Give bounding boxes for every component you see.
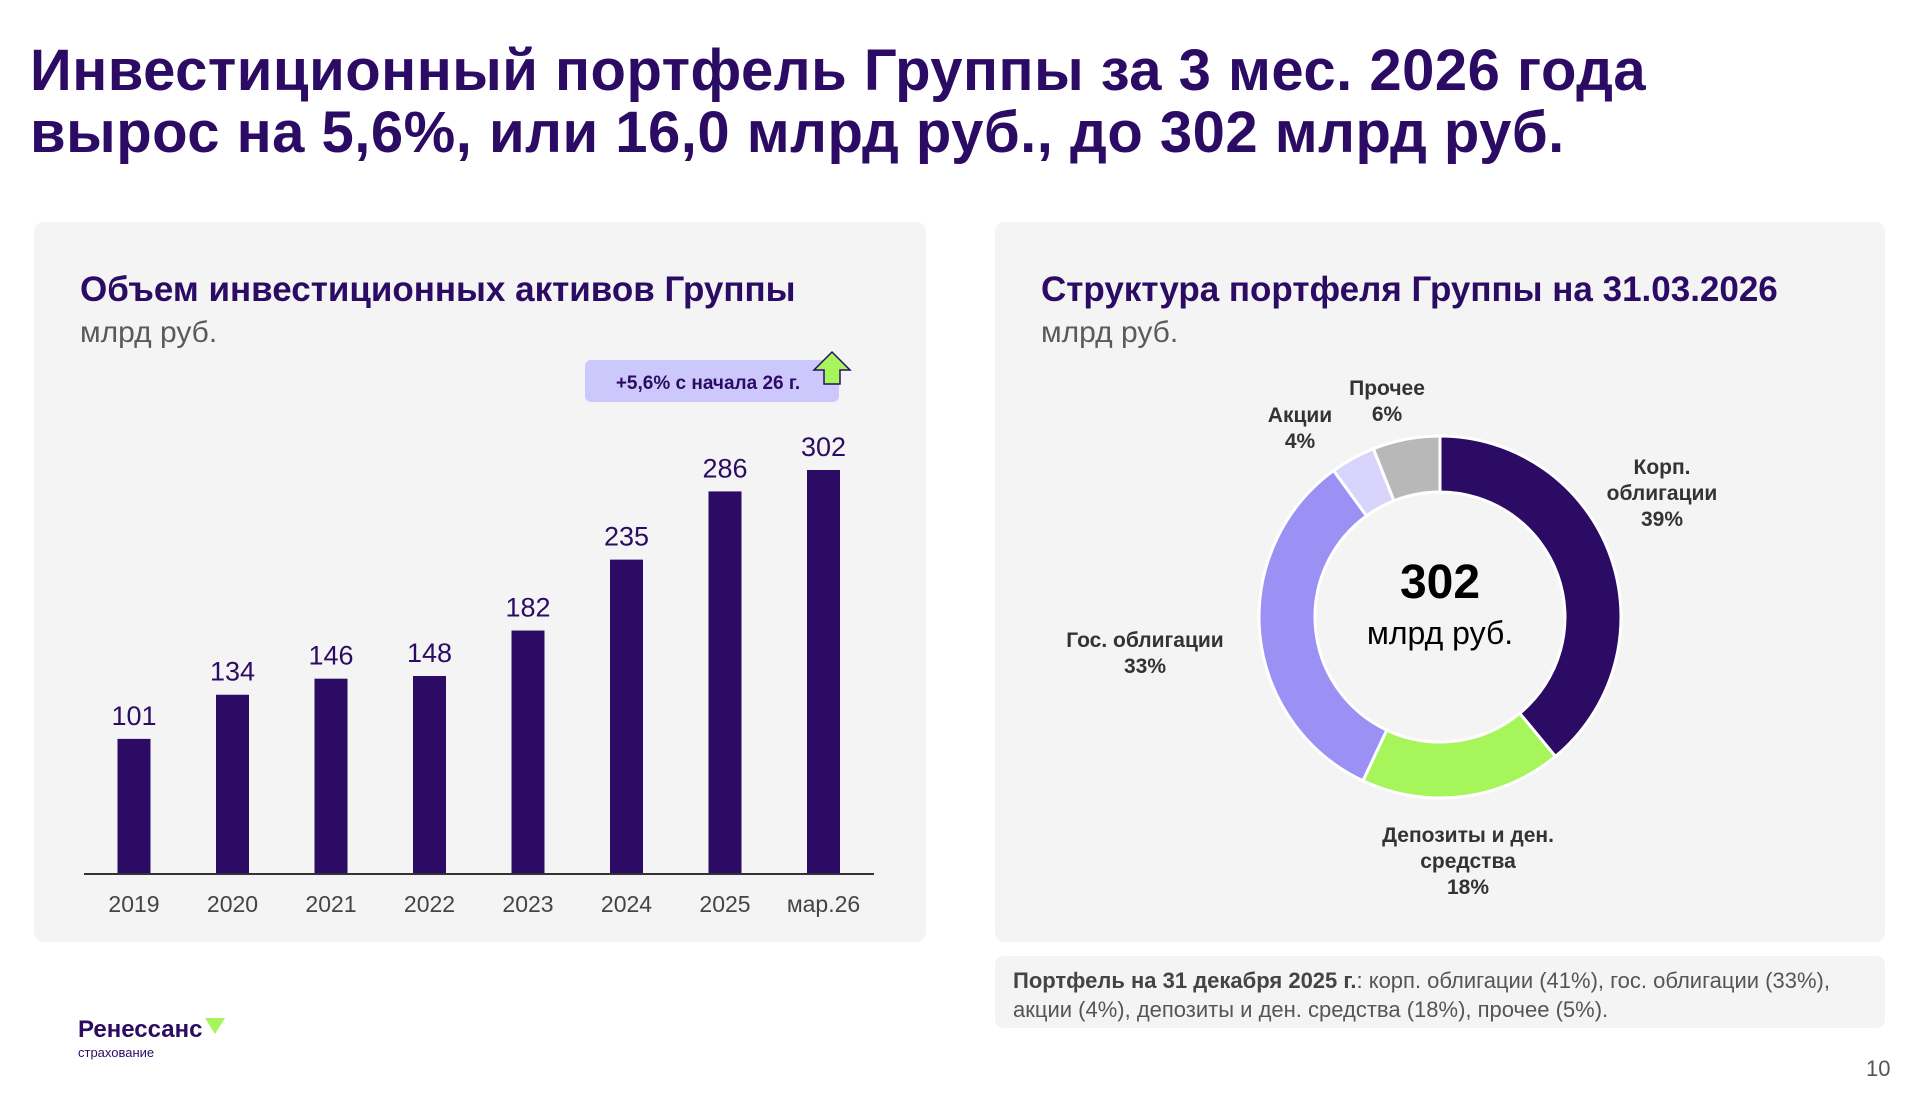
- bar-value-label: 182: [505, 593, 550, 623]
- bar-2024: [610, 559, 643, 874]
- x-tick-label: 2022: [404, 891, 455, 917]
- bar-value-label: 286: [702, 453, 747, 483]
- x-tick-label: мар.26: [787, 891, 860, 917]
- bar-value-label: 235: [604, 522, 649, 552]
- donut-slice: [1371, 434, 1442, 503]
- logo-subtitle: страхование: [78, 1045, 155, 1060]
- x-tick-label: 2019: [108, 891, 159, 917]
- donut-center-value: 302: [1400, 556, 1480, 609]
- donut-chart-title: Структура портфеля Группы на 31.03.2026: [1041, 270, 1778, 309]
- company-logo: Ренессанс страхование: [78, 1016, 226, 1060]
- bar-value-label: 146: [308, 641, 353, 671]
- x-tick-label: 2021: [305, 891, 356, 917]
- previous-portfolio-note: Портфель на 31 декабря 2025 г.: корп. об…: [995, 956, 1885, 1028]
- logo-name: Ренессанс: [78, 1016, 203, 1043]
- growth-badge: +5,6% с начала 26 г.: [585, 350, 852, 402]
- donut-slice-label: Депозиты и ден. средства 18%: [1382, 824, 1554, 899]
- page-title-line-2: вырос на 5,6%, или 16,0 млрд руб., до 30…: [30, 100, 1565, 165]
- bar-value-label: 148: [407, 638, 452, 668]
- growth-arrow-icon: [812, 350, 852, 385]
- x-tick-label: 2024: [601, 891, 652, 917]
- growth-badge-label: +5,6% с начала 26 г.: [616, 373, 800, 394]
- donut-slice-label: Прочее 6%: [1349, 377, 1425, 426]
- bar-chart-title: Объем инвестиционных активов Группы: [80, 270, 796, 309]
- donut-chart-card: Структура портфеля Группы на 31.03.2026 …: [995, 222, 1885, 942]
- x-tick-label: 2020: [207, 891, 258, 917]
- donut-slice: [1257, 468, 1389, 783]
- bar-2019: [117, 738, 151, 874]
- previous-portfolio-note-text: Портфель на 31 декабря 2025 г.: корп. об…: [1013, 966, 1873, 1024]
- bar-2025: [708, 491, 742, 874]
- bar-2020: [216, 694, 249, 874]
- donut-center-unit: млрд руб.: [1367, 615, 1513, 651]
- growth-badge-background: [585, 360, 839, 402]
- bar-chart: +5,6% с начала 26 г. 101 2019 134 2020 146 20…: [84, 350, 874, 917]
- note-bold-lead: Портфель на 31 декабря 2025 г.: [1013, 968, 1357, 993]
- donut-chart: Корп. облигации 39% Депозиты и ден. средства…: [1066, 377, 1718, 899]
- bar-2021: [314, 678, 348, 874]
- bar-chart-card: Объем инвестиционных активов Группы млрд…: [34, 222, 926, 942]
- donut-chart-unit: млрд руб.: [1041, 316, 1179, 349]
- page-title: Инвестиционный портфель Группы за 3 мес.…: [30, 40, 1900, 164]
- bar-value-label: 101: [111, 701, 156, 731]
- bar-мар.26: [807, 470, 840, 874]
- donut-slice: [1360, 711, 1558, 800]
- page-title-line-1: Инвестиционный портфель Группы за 3 мес.…: [30, 38, 1647, 103]
- x-tick-label: 2023: [502, 891, 553, 917]
- bar-value-label: 134: [210, 657, 255, 687]
- bar-2022: [413, 676, 446, 874]
- bar-value-label: 302: [801, 432, 846, 462]
- donut-slice-label: Корп. облигации 39%: [1607, 456, 1718, 531]
- donut-slice-label: Акции 4%: [1268, 404, 1332, 453]
- note-body: : корп. облигации (41%), гос. облигации …: [1013, 968, 1830, 1022]
- donut-slice-label: Гос. облигации 33%: [1066, 629, 1223, 678]
- page-number: 10: [1866, 1056, 1891, 1081]
- donut-slice: [1438, 434, 1623, 759]
- bar-chart-unit: млрд руб.: [80, 316, 218, 349]
- logo-triangle-icon: [205, 1018, 226, 1034]
- bar-2023: [511, 630, 545, 874]
- x-tick-label: 2025: [699, 891, 750, 917]
